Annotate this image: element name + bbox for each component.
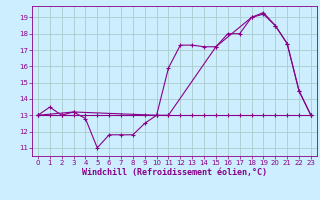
X-axis label: Windchill (Refroidissement éolien,°C): Windchill (Refroidissement éolien,°C) (82, 168, 267, 177)
